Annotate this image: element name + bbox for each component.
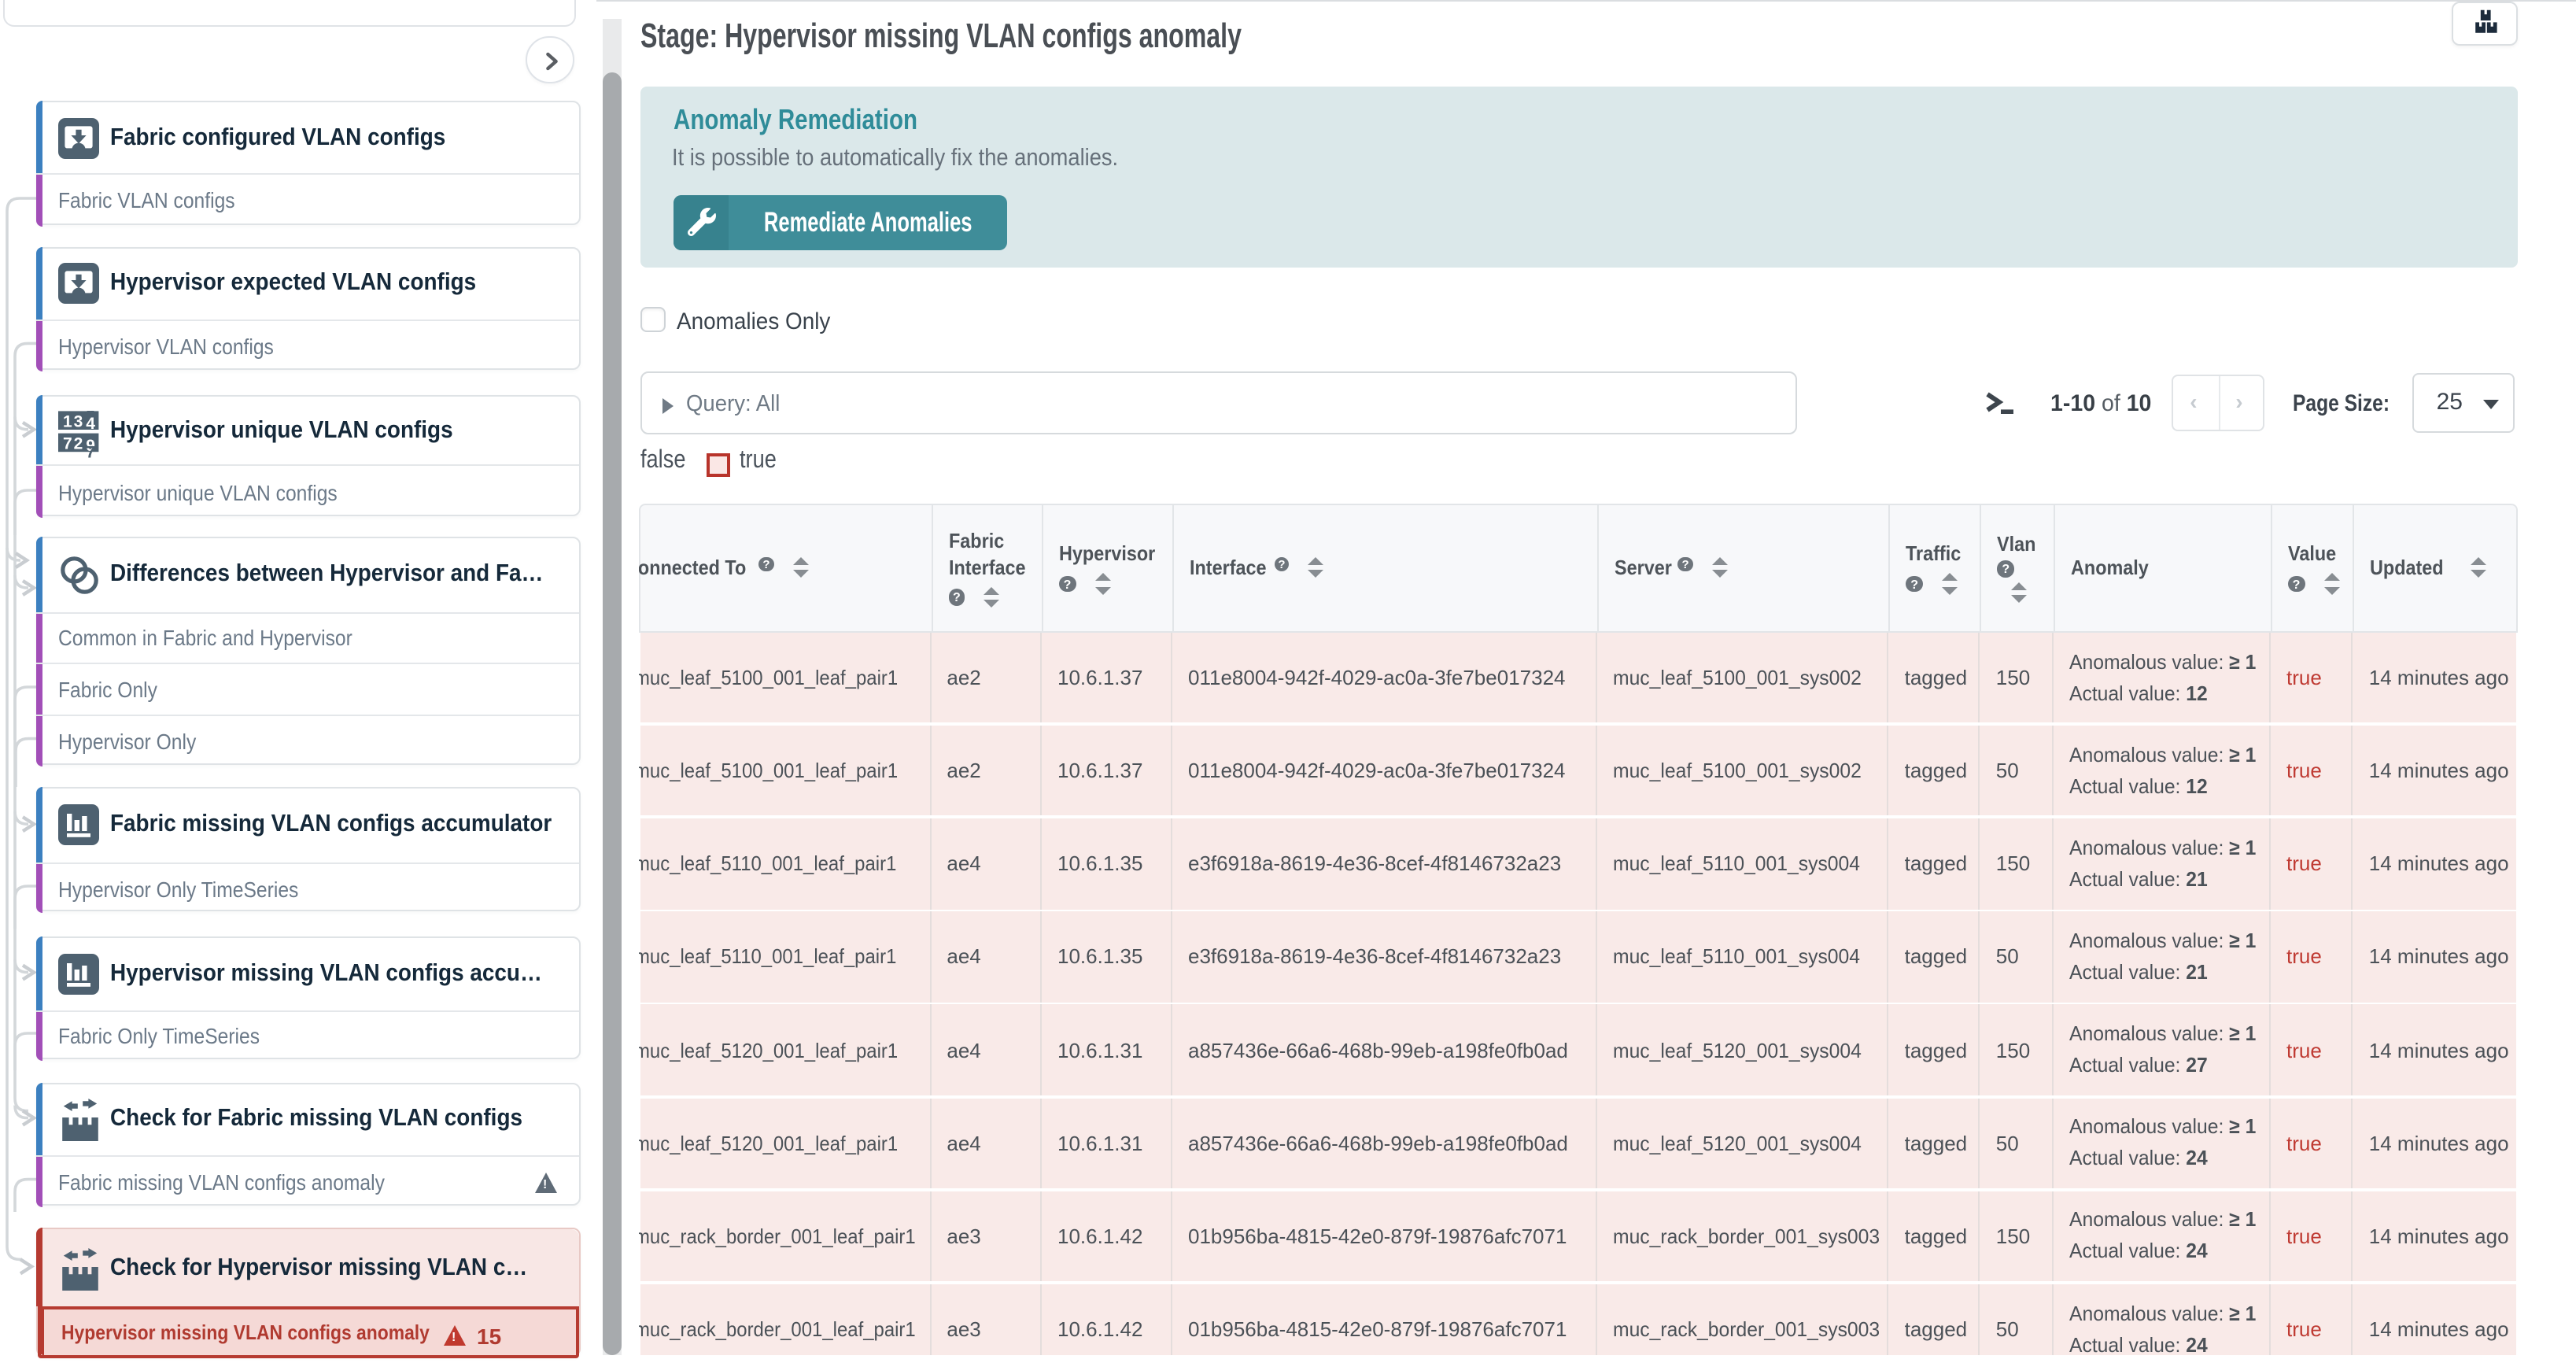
svg-text:72: 72 xyxy=(62,434,83,452)
svg-text:13: 13 xyxy=(62,412,83,430)
svg-text:3: 3 xyxy=(85,411,94,424)
svg-text:9: 9 xyxy=(85,437,94,455)
svg-text:4: 4 xyxy=(85,415,94,433)
svg-text:7: 7 xyxy=(85,443,94,457)
